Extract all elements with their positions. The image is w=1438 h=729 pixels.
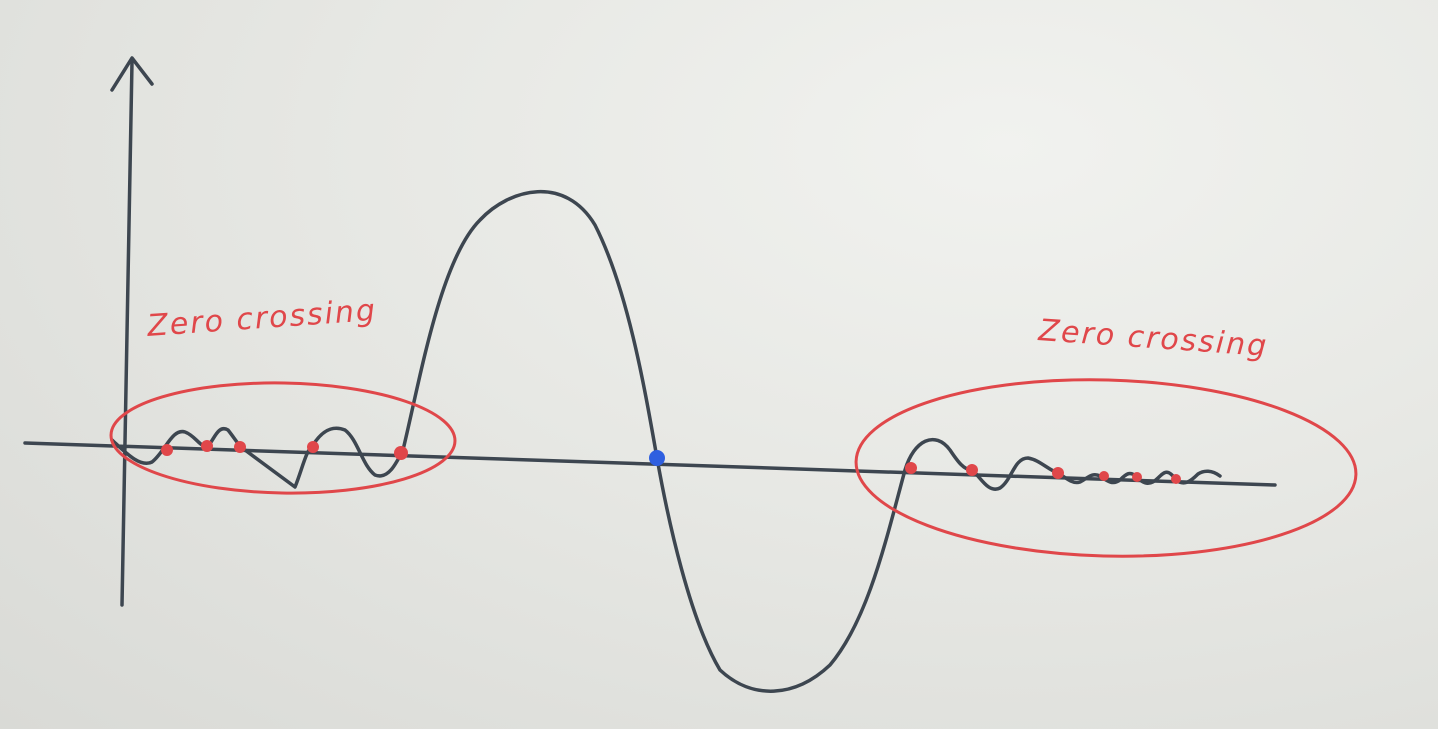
- zero-crossing-marker: [905, 462, 917, 474]
- zero-crossing-marker: [307, 441, 319, 453]
- zero-crossing-marker: [394, 446, 408, 460]
- left-zero-crossing-ellipse: [109, 381, 457, 495]
- left-zero-crossing-markers: [161, 440, 408, 460]
- zero-crossing-marker: [1171, 474, 1181, 484]
- zero-crossing-marker: [201, 440, 213, 452]
- left-zero-crossing-label: Zero crossing: [145, 293, 378, 344]
- zero-crossing-marker: [966, 464, 978, 476]
- signal-curve: [110, 189, 1222, 693]
- right-zero-crossing-markers: [905, 462, 1181, 484]
- zero-crossing-marker: [234, 441, 246, 453]
- y-axis: [120, 60, 134, 607]
- center-crossing-point: [649, 450, 665, 466]
- zero-crossing-marker: [1099, 471, 1109, 481]
- right-zero-crossing-label: Zero crossing: [1036, 313, 1269, 364]
- y-axis-arrowhead: [110, 56, 154, 92]
- zero-crossing-marker: [1132, 472, 1142, 482]
- right-zero-crossing-ellipse: [854, 378, 1358, 558]
- zero-crossing-marker: [1052, 467, 1064, 479]
- zero-crossing-marker: [161, 444, 173, 456]
